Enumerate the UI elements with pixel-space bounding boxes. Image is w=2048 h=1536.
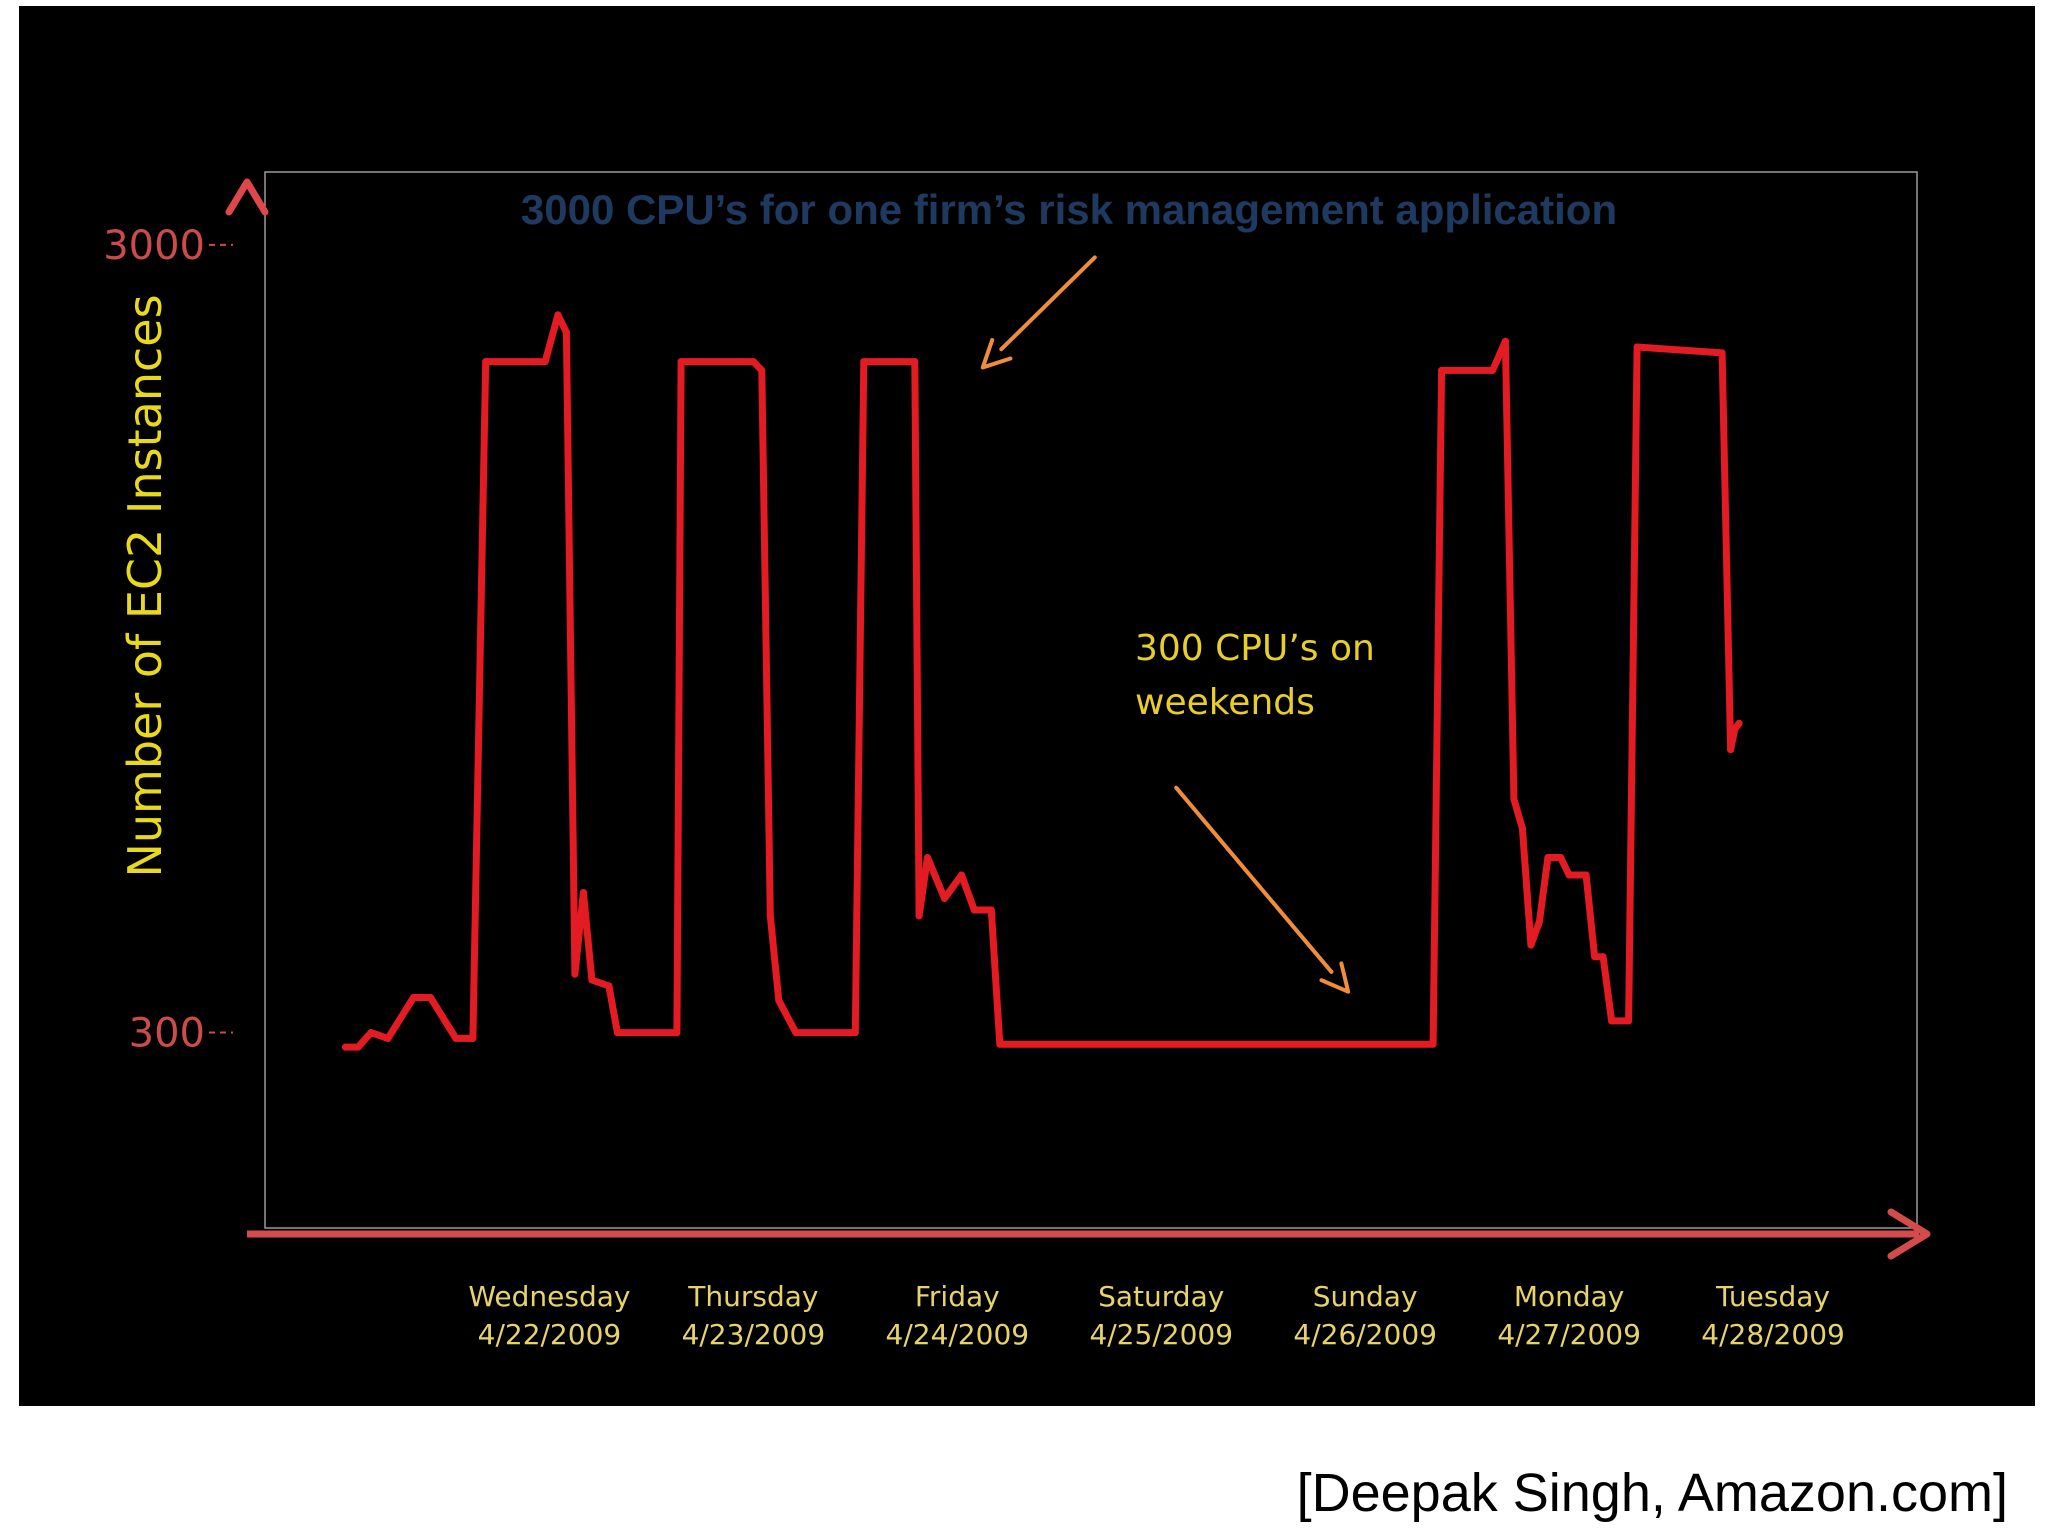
x-ticks: Wednesday 4/22/2009 Thursday 4/23/2009 Frida…: [468, 1280, 1844, 1351]
data-point-15: [605, 982, 613, 990]
data-point-34: [1429, 1040, 1437, 1048]
data-point-23: [792, 1029, 800, 1037]
x-tick-day-thursday: Thursday: [687, 1280, 818, 1313]
data-point-6: [452, 1034, 460, 1042]
data-point-51: [1718, 349, 1726, 357]
data-point-38: [1510, 795, 1518, 803]
data-point-50: [1633, 343, 1641, 351]
x-tick-day-sunday: Sunday: [1313, 1280, 1418, 1313]
data-point-17: [673, 1029, 681, 1037]
data-point-53: [1731, 725, 1739, 733]
annotation-weekend-line-1: 300 CPU’s on: [1135, 628, 1375, 669]
data-point-24: [851, 1029, 859, 1037]
data-point-9: [541, 358, 549, 366]
data-point-12: [571, 970, 579, 978]
data-point-25: [860, 358, 868, 366]
x-tick-day-wednesday: Wednesday: [468, 1280, 630, 1313]
data-point-2: [367, 1029, 375, 1037]
data-point-48: [1608, 1017, 1616, 1025]
chart-panel: 3000 300 Number of EC2 Instances 3000 CPU…: [19, 6, 2035, 1406]
data-point-36: [1489, 366, 1497, 374]
data-point-33: [996, 1040, 1004, 1048]
x-tick-date-saturday: 4/25/2009: [1089, 1318, 1233, 1351]
data-point-0: [342, 1043, 349, 1051]
data-point-42: [1544, 854, 1552, 861]
data-point-37: [1501, 337, 1509, 345]
annotation-weekend-label: 300 CPU’s on weekends: [1135, 628, 1386, 723]
chart-title: 3000 CPU’s for one firm’s risk managemen…: [521, 186, 1617, 233]
y-ticks: 3000 300: [103, 223, 233, 1057]
data-point-20: [758, 366, 766, 374]
data-point-1: [354, 1043, 362, 1051]
chart-canvas: 3000 300 Number of EC2 Instances 3000 CPU…: [103, 171, 1931, 1351]
x-tick-day-saturday: Saturday: [1098, 1280, 1224, 1313]
data-point-35: [1438, 366, 1446, 374]
data-point-45: [1582, 871, 1590, 879]
data-point-18: [677, 358, 685, 366]
x-tick-day-friday: Friday: [915, 1280, 1000, 1313]
x-tick-date-wednesday: 4/22/2009: [478, 1318, 622, 1351]
data-point-21: [766, 912, 774, 920]
series-line-0: [342, 311, 1743, 1051]
data-point-47: [1599, 953, 1607, 961]
data-point-7: [469, 1034, 477, 1042]
data-point-26: [911, 358, 919, 366]
data-point-3: [384, 1034, 392, 1042]
data-point-32: [987, 906, 995, 914]
data-point-22: [775, 997, 783, 1004]
data-point-5: [427, 994, 434, 1001]
data-point-16: [613, 1029, 621, 1037]
x-tick-date-tuesday: 4/28/2009: [1701, 1318, 1845, 1351]
annotation-peak-arrow: [980, 255, 1097, 370]
x-axis: [247, 1208, 1931, 1260]
data-point-11: [562, 328, 570, 336]
annotation-weekend-arrow: [1174, 785, 1351, 994]
y-axis-arrowhead: [225, 178, 269, 216]
data-point-46: [1591, 953, 1599, 961]
data-point-27: [915, 912, 923, 920]
annotation-peak-arrow-shaft: [999, 255, 1097, 352]
annotation-weekend-arrow-shaft: [1174, 785, 1334, 974]
annotation-weekend-arrow-head: [1319, 961, 1351, 994]
annotations: 300 CPU’s on weekends: [980, 255, 1386, 994]
annotation-weekend-line-2: weekends: [1135, 682, 1315, 723]
data-point-4: [410, 994, 417, 1001]
source-credit: [Deepak Singh, Amazon.com]: [1296, 1463, 2008, 1523]
data-point-13: [579, 889, 587, 896]
annotation-peak-arrow-head: [980, 337, 1013, 370]
data-point-44: [1565, 871, 1573, 879]
data-point-49: [1625, 1017, 1633, 1025]
data-point-52: [1727, 746, 1735, 754]
data-point-40: [1527, 941, 1535, 949]
data-point-43: [1557, 854, 1565, 861]
data-point-10: [554, 311, 562, 319]
data-point-28: [924, 854, 931, 861]
series-layer: [342, 311, 1743, 1051]
y-axis: [225, 178, 269, 1238]
data-point-14: [588, 976, 596, 984]
x-tick-date-monday: 4/27/2009: [1497, 1318, 1641, 1351]
y-tick-label-300: 300: [129, 1011, 205, 1057]
data-point-29: [941, 894, 948, 902]
data-point-30: [958, 871, 965, 879]
data-point-41: [1535, 918, 1543, 926]
y-axis-label: Number of EC2 Instances: [118, 294, 172, 877]
y-tick-label-3000: 3000: [103, 223, 205, 269]
x-tick-day-monday: Monday: [1514, 1280, 1625, 1313]
x-tick-date-thursday: 4/23/2009: [682, 1318, 826, 1351]
x-tick-date-friday: 4/24/2009: [886, 1318, 1030, 1351]
x-tick-date-sunday: 4/26/2009: [1293, 1318, 1437, 1351]
data-point-19: [749, 358, 757, 366]
data-point-54: [1735, 719, 1743, 727]
data-point-39: [1518, 824, 1526, 832]
plot-frame: [264, 171, 1918, 1229]
data-point-31: [970, 906, 978, 914]
x-tick-day-tuesday: Tuesday: [1715, 1280, 1830, 1313]
x-axis-arrowhead: [1887, 1208, 1931, 1260]
data-point-8: [482, 358, 490, 366]
